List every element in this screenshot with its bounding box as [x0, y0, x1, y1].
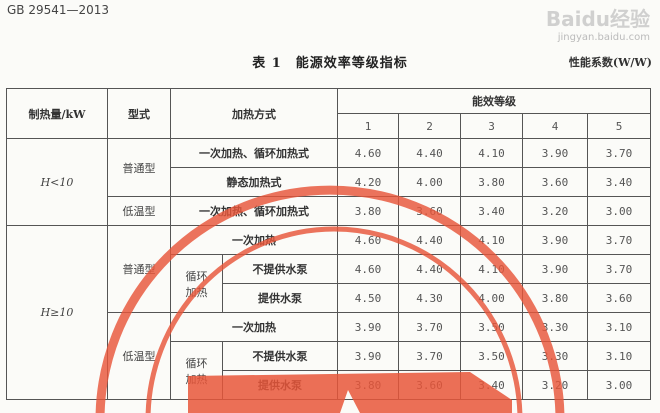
value: 3.40 — [587, 167, 651, 197]
value: 3.10 — [587, 341, 651, 371]
value: 3.20 — [522, 196, 588, 226]
value: 3.90 — [522, 254, 588, 284]
standard-number: GB 29541—2013 — [7, 3, 110, 17]
method: 提供水泵 — [222, 370, 338, 400]
value: 3.20 — [522, 370, 588, 400]
method: 提供水泵 — [222, 283, 338, 313]
header-type: 型式 — [107, 88, 171, 139]
type-low-temp: 低温型 — [107, 312, 171, 400]
value: 3.70 — [587, 254, 651, 284]
method: 不提供水泵 — [222, 254, 338, 284]
type-normal: 普通型 — [107, 138, 171, 197]
value: 4.60 — [337, 254, 399, 284]
value: 3.80 — [522, 283, 588, 313]
value: 3.60 — [398, 196, 461, 226]
value: 3.40 — [460, 196, 523, 226]
method: 一次加热 — [170, 225, 338, 255]
watermark-url: jingyan.baidu.com — [557, 32, 650, 43]
circulating-label: 循环加热 — [170, 341, 223, 400]
table-title: 表 1 能源效率等级指标 — [0, 52, 660, 71]
value: 4.60 — [337, 138, 399, 168]
value: 4.20 — [337, 167, 399, 197]
type-normal: 普通型 — [107, 225, 171, 313]
value: 3.60 — [398, 370, 461, 400]
header-method: 加热方式 — [170, 88, 338, 139]
value: 3.00 — [587, 370, 651, 400]
value: 3.70 — [398, 341, 461, 371]
value: 3.60 — [522, 167, 588, 197]
value: 4.10 — [460, 254, 523, 284]
capacity-large: H≥10 — [6, 225, 108, 400]
value: 3.90 — [522, 138, 588, 168]
watermark: Baidu经验 — [545, 7, 650, 31]
type-low-temp: 低温型 — [107, 196, 171, 226]
value: 4.40 — [398, 254, 461, 284]
method: 静态加热式 — [170, 167, 338, 197]
value: 3.90 — [337, 312, 399, 342]
value: 3.30 — [522, 341, 588, 371]
value: 4.10 — [460, 225, 523, 255]
value: 3.70 — [587, 138, 651, 168]
level-4: 4 — [522, 113, 588, 139]
value: 3.80 — [460, 167, 523, 197]
value: 4.60 — [337, 225, 399, 255]
value: 4.00 — [398, 167, 461, 197]
value: 4.10 — [460, 138, 523, 168]
header-row: 制热量/kW 型式 加热方式 能效等级 — [6, 88, 651, 139]
value: 4.30 — [398, 283, 461, 313]
value: 3.60 — [587, 283, 651, 313]
method: 一次加热 — [170, 312, 338, 342]
circulating-label: 循环加热 — [170, 254, 223, 313]
value: 3.70 — [398, 312, 461, 342]
capacity-small: H<10 — [6, 138, 108, 226]
method: 一次加热、循环加热式 — [170, 196, 338, 226]
value: 3.10 — [587, 312, 651, 342]
table-row: H≥10 普通型 一次加热 4.60 4.40 4.10 3.90 3.70 — [6, 225, 651, 400]
value: 3.50 — [460, 341, 523, 371]
value: 3.90 — [522, 225, 588, 255]
value: 4.40 — [398, 138, 461, 168]
value: 3.30 — [522, 312, 588, 342]
efficiency-table: 制热量/kW 型式 加热方式 能效等级 1 2 3 4 5 H<10 普通型 一… — [6, 88, 651, 400]
level-3: 3 — [460, 113, 523, 139]
method: 不提供水泵 — [222, 341, 338, 371]
table-title-text: 能源效率等级指标 — [295, 56, 408, 71]
unit-label: 性能系数(W/W) — [568, 56, 652, 69]
value: 3.90 — [337, 341, 399, 371]
value: 4.00 — [460, 283, 523, 313]
header-capacity: 制热量/kW — [6, 88, 108, 139]
level-2: 2 — [398, 113, 461, 139]
value: 3.70 — [587, 225, 651, 255]
level-5: 5 — [587, 113, 651, 139]
level-1: 1 — [337, 113, 399, 139]
value: 3.40 — [460, 370, 523, 400]
value: 3.00 — [587, 196, 651, 226]
value: 3.80 — [337, 370, 399, 400]
table-label: 表 1 — [252, 56, 282, 71]
value: 3.50 — [460, 312, 523, 342]
table-row: H<10 普通型 一次加热、循环加热式 4.60 4.40 4.10 3.90 3.70 — [6, 138, 651, 226]
header-levels-row: 1 2 3 4 5 — [7, 113, 651, 139]
header-grade: 能效等级 — [337, 88, 651, 114]
value: 4.50 — [337, 283, 399, 313]
value: 4.40 — [398, 225, 461, 255]
method: 一次加热、循环加热式 — [170, 138, 338, 168]
value: 3.80 — [337, 196, 399, 226]
